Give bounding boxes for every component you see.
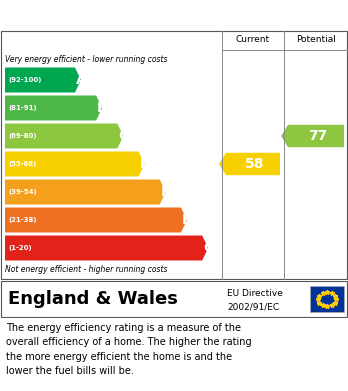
Polygon shape xyxy=(5,208,187,233)
Text: (55-68): (55-68) xyxy=(8,161,36,167)
Text: C: C xyxy=(118,129,129,143)
Text: Potential: Potential xyxy=(296,36,336,45)
Text: B: B xyxy=(97,101,108,115)
Text: Energy Efficiency Rating: Energy Efficiency Rating xyxy=(8,7,218,23)
Text: A: A xyxy=(76,73,87,87)
Polygon shape xyxy=(5,124,123,149)
Polygon shape xyxy=(5,151,144,176)
Text: The energy efficiency rating is a measure of the
overall efficiency of a home. T: The energy efficiency rating is a measur… xyxy=(6,323,252,376)
Text: Current: Current xyxy=(236,36,270,45)
Text: 77: 77 xyxy=(308,129,327,143)
Text: (92-100): (92-100) xyxy=(8,77,41,83)
Text: 2002/91/EC: 2002/91/EC xyxy=(227,302,279,311)
Text: F: F xyxy=(182,213,191,227)
Text: (81-91): (81-91) xyxy=(8,105,37,111)
Text: D: D xyxy=(140,157,151,171)
Polygon shape xyxy=(219,153,280,175)
Polygon shape xyxy=(281,125,344,147)
Text: 58: 58 xyxy=(245,157,265,171)
Text: EU Directive: EU Directive xyxy=(227,289,283,298)
Text: (1-20): (1-20) xyxy=(8,245,32,251)
Polygon shape xyxy=(5,235,208,260)
Text: G: G xyxy=(203,241,214,255)
Text: England & Wales: England & Wales xyxy=(8,290,178,308)
Text: (39-54): (39-54) xyxy=(8,189,37,195)
Text: Very energy efficient - lower running costs: Very energy efficient - lower running co… xyxy=(5,56,167,65)
Text: Not energy efficient - higher running costs: Not energy efficient - higher running co… xyxy=(5,265,167,274)
Text: (69-80): (69-80) xyxy=(8,133,37,139)
Polygon shape xyxy=(5,68,81,93)
Text: E: E xyxy=(161,185,170,199)
Polygon shape xyxy=(5,95,102,120)
Text: (21-38): (21-38) xyxy=(8,217,37,223)
Bar xyxy=(310,286,344,312)
Polygon shape xyxy=(5,179,166,204)
